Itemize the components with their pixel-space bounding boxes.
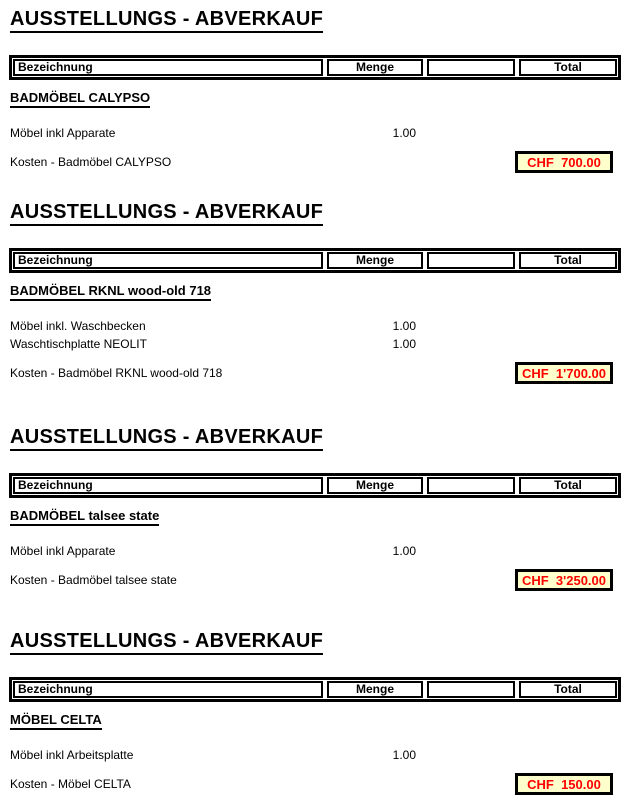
item-row: Möbel inkl Apparate 1.00 — [9, 124, 621, 142]
header-cell-spacer — [427, 681, 515, 698]
item-quantity: 1.00 — [392, 748, 416, 762]
header-cell-total: Total — [519, 252, 617, 269]
kosten-label: Kosten - Badmöbel CALYPSO — [10, 155, 172, 169]
section-badmoebel-rknl: AUSSTELLUNGS - ABVERKAUF Bezeichnung Men… — [9, 202, 621, 385]
header-cell-menge: Menge — [327, 681, 423, 698]
group-heading: BADMÖBEL RKNL wood-old 718 — [10, 283, 212, 301]
kosten-row: Kosten - Möbel CELTA CHF 150.00 — [9, 772, 621, 796]
item-label: Möbel inkl. Waschbecken — [10, 319, 146, 333]
item-list: Möbel inkl. Waschbecken 1.00 Waschtischp… — [9, 317, 621, 353]
item-quantity: 1.00 — [392, 319, 416, 333]
item-label: Möbel inkl Apparate — [10, 544, 116, 558]
kosten-label: Kosten - Badmöbel RKNL wood-old 718 — [10, 366, 223, 380]
header-cell-spacer — [427, 59, 515, 76]
total-price-badge: CHF 700.00 — [515, 151, 613, 173]
kosten-label: Kosten - Möbel CELTA — [10, 777, 131, 791]
item-row: Möbel inkl. Waschbecken 1.00 — [9, 317, 621, 335]
section-title: AUSSTELLUNGS - ABVERKAUF — [10, 9, 324, 33]
item-row: Waschtischplatte NEOLIT 1.00 — [9, 335, 621, 353]
section-moebel-celta: AUSSTELLUNGS - ABVERKAUF Bezeichnung Men… — [9, 631, 621, 796]
total-price-badge: CHF 150.00 — [515, 773, 613, 795]
header-cell-total: Total — [519, 59, 617, 76]
section-title: AUSSTELLUNGS - ABVERKAUF — [10, 202, 324, 226]
item-list: Möbel inkl Apparate 1.00 — [9, 542, 621, 560]
table-header-row: Bezeichnung Menge Total — [9, 677, 621, 702]
table-header-row: Bezeichnung Menge Total — [9, 55, 621, 80]
total-price-badge: CHF 3'250.00 — [515, 569, 613, 591]
header-cell-menge: Menge — [327, 252, 423, 269]
group-heading: MÖBEL CELTA — [10, 712, 102, 730]
kosten-label: Kosten - Badmöbel talsee state — [10, 573, 177, 587]
total-price-badge: CHF 1'700.00 — [515, 362, 613, 384]
kosten-row: Kosten - Badmöbel talsee state CHF 3'250… — [9, 568, 621, 592]
kosten-row: Kosten - Badmöbel CALYPSO CHF 700.00 — [9, 150, 621, 174]
header-cell-spacer — [427, 477, 515, 494]
item-row: Möbel inkl Apparate 1.00 — [9, 542, 621, 560]
section-badmoebel-talsee: AUSSTELLUNGS - ABVERKAUF Bezeichnung Men… — [9, 427, 621, 592]
table-header-row: Bezeichnung Menge Total — [9, 248, 621, 273]
header-cell-menge: Menge — [327, 59, 423, 76]
section-title: AUSSTELLUNGS - ABVERKAUF — [10, 427, 324, 451]
group-heading: BADMÖBEL talsee state — [10, 508, 160, 526]
item-quantity: 1.00 — [392, 337, 416, 351]
header-cell-total: Total — [519, 681, 617, 698]
header-cell-total: Total — [519, 477, 617, 494]
section-badmoebel-calypso: AUSSTELLUNGS - ABVERKAUF Bezeichnung Men… — [9, 9, 621, 174]
item-quantity: 1.00 — [392, 544, 416, 558]
item-quantity: 1.00 — [392, 126, 416, 140]
header-cell-bezeichnung: Bezeichnung — [13, 477, 323, 494]
section-title: AUSSTELLUNGS - ABVERKAUF — [10, 631, 324, 655]
item-label: Möbel inkl Arbeitsplatte — [10, 748, 134, 762]
item-row: Möbel inkl Arbeitsplatte 1.00 — [9, 746, 621, 764]
header-cell-spacer — [427, 252, 515, 269]
item-list: Möbel inkl Arbeitsplatte 1.00 — [9, 746, 621, 764]
header-cell-bezeichnung: Bezeichnung — [13, 681, 323, 698]
item-label: Möbel inkl Apparate — [10, 126, 116, 140]
kosten-row: Kosten - Badmöbel RKNL wood-old 718 CHF … — [9, 361, 621, 385]
header-cell-bezeichnung: Bezeichnung — [13, 59, 323, 76]
item-label: Waschtischplatte NEOLIT — [10, 337, 147, 351]
header-cell-menge: Menge — [327, 477, 423, 494]
table-header-row: Bezeichnung Menge Total — [9, 473, 621, 498]
item-list: Möbel inkl Apparate 1.00 — [9, 124, 621, 142]
group-heading: BADMÖBEL CALYPSO — [10, 90, 151, 108]
header-cell-bezeichnung: Bezeichnung — [13, 252, 323, 269]
